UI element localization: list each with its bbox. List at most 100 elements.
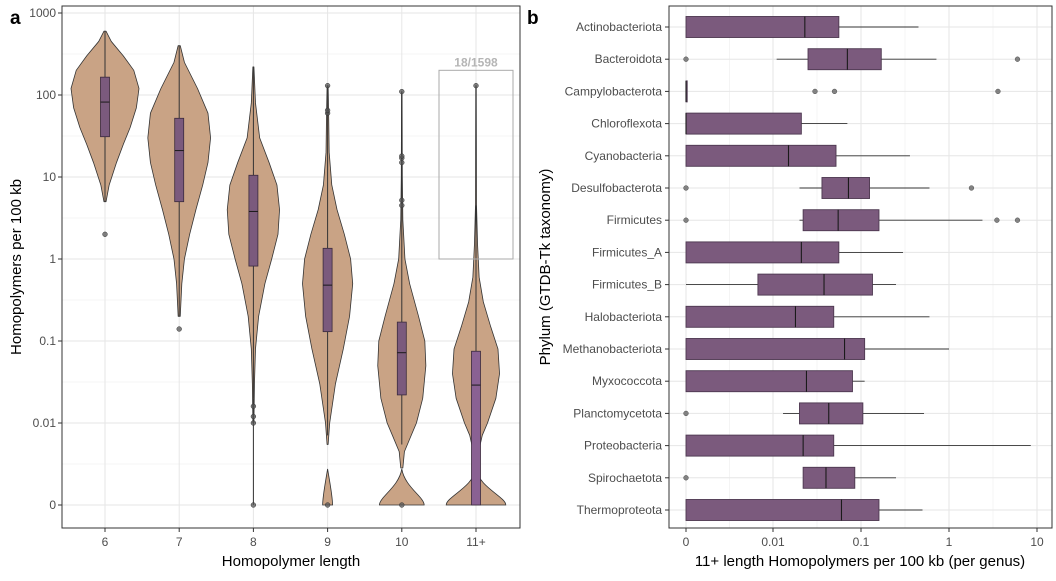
panel-a-violins (70, 30, 507, 508)
box-firmicutes_b (686, 273, 897, 296)
panel-b-y-tick-label: Desulfobacterota (571, 181, 662, 195)
box-iqr (799, 402, 864, 425)
box-outlier-point (683, 475, 689, 481)
violin-outlier-point (324, 107, 331, 113)
box-outlier-point (995, 88, 1001, 95)
panel-a-y-tick-label: 1000 (29, 6, 56, 20)
violin-outlier-point (102, 231, 108, 237)
violin-6 (70, 30, 140, 237)
panel-a-x-tick-label: 7 (176, 535, 183, 549)
box-halobacteriota (685, 305, 930, 328)
panel-a-x-tick-label: 6 (102, 535, 109, 549)
box-desulfobacterota (683, 177, 975, 199)
violin-box (322, 247, 333, 333)
panel-a-violin-chart: 18/1598 0 0.01 0.1 1 10 100 1000 6 7 8 9 10 11+ Hom… (8, 5, 521, 570)
panel-b-y-tick-label: Chloroflexota (591, 117, 662, 131)
violin-outlier-point (250, 502, 257, 508)
box-firmicutes_a (685, 241, 903, 264)
panel-b-y-tick-label: Firmicutes (607, 213, 662, 227)
panel-b-x-tick-label: 0.1 (853, 535, 870, 549)
panel-a-border (61, 5, 521, 529)
box-proteobacteria (685, 434, 1031, 457)
box-iqr (821, 177, 870, 199)
violin-outlier-point (399, 502, 405, 508)
box-iqr (757, 273, 873, 296)
box-iqr (807, 48, 882, 71)
box-methanobacteriota (685, 338, 949, 360)
box-outlier-point (683, 217, 689, 223)
box-campylobacterota (685, 80, 1001, 103)
panel-b-y-tick-label: Halobacteriota (585, 310, 663, 324)
panel-a-annotation-group: 18/1598 (438, 55, 514, 260)
panel-b-letter: b (527, 8, 539, 29)
panel-a-y-tick-label: 0 (49, 498, 56, 512)
panel-b-x-axis-label: 11+ length Homopolymers per 100 kb (per … (695, 553, 1025, 570)
box-iqr (802, 209, 880, 232)
box-planctomycetota (683, 402, 925, 425)
box-outlier-point (1014, 56, 1021, 62)
panel-a-x-tick-label: 10 (395, 535, 409, 549)
panel-b-y-tick-label: Proteobacteria (584, 439, 662, 453)
box-outlier-point (683, 410, 689, 417)
violin-outlier-point (324, 83, 331, 89)
violin-outlier-point (399, 159, 405, 166)
box-iqr (685, 144, 837, 167)
panel-b-y-tick-label: Actinobacteriota (576, 20, 662, 34)
box-iqr (685, 370, 853, 393)
box-chloroflexota (685, 112, 848, 135)
box-outlier-point (683, 185, 689, 191)
box-iqr (685, 305, 835, 328)
box-actinobacteriota (685, 16, 919, 38)
box-iqr (802, 466, 856, 489)
box-iqr (685, 434, 835, 457)
panel-a-letter: a (10, 8, 21, 29)
violin-10 (377, 88, 427, 508)
box-firmicutes (683, 209, 1021, 232)
highlight-box (438, 69, 514, 260)
violin-box (100, 76, 110, 138)
box-outlier-point (968, 185, 975, 191)
box-outlier-point (812, 88, 818, 95)
box-iqr (685, 241, 840, 264)
violin-outlier-point (324, 502, 331, 508)
panel-a-x-axis-label: Homopolymer length (222, 553, 360, 570)
panel-a-x-tick-label: 8 (250, 535, 257, 549)
panel-a-y-tick-label: 10 (43, 170, 57, 184)
panel-a-x-tick-label: 11+ (466, 535, 485, 549)
panel-a-y-tick-label: 0.1 (39, 334, 56, 348)
annotation-label: 18/1598 (454, 55, 498, 69)
violin-11+ (445, 83, 507, 506)
panel-b-y-tick-label: Campylobacterota (565, 84, 663, 98)
violin-outlier-point (399, 197, 405, 203)
panel-b-y-ticks: Actinobacteriota Bacteroidota Campylobacte… (563, 20, 669, 517)
panel-b-y-tick-label: Planctomycetota (573, 406, 662, 420)
panel-b-x-ticks: 0 0.01 0.1 1 10 (683, 528, 1044, 549)
violin-outlier-point (250, 413, 257, 420)
panel-b-y-tick-label: Methanobacteriota (563, 342, 663, 356)
box-iqr (685, 112, 802, 135)
box-outlier-point (1014, 217, 1021, 223)
panel-b-y-tick-label: Myxococcota (592, 374, 662, 388)
panel-a-y-axis-label: Homopolymers per 100 kb (8, 179, 25, 355)
panel-b-y-tick-label: Bacteroidota (595, 52, 663, 66)
violin-outlier-point (473, 83, 479, 89)
panel-a-y-tick-label: 1 (49, 252, 56, 266)
panel-a-y-tick-label: 0.01 (33, 416, 57, 430)
panel-a-x-tick-label: 9 (324, 535, 331, 549)
violin-9 (302, 83, 354, 508)
panel-b-y-tick-label: Firmicutes_A (592, 245, 662, 259)
panel-a-x-ticks: 6 7 8 9 10 11+ (102, 528, 486, 549)
panel-b-boxes (683, 16, 1031, 521)
violin-outlier-point (250, 403, 257, 409)
panel-b-x-tick-label: 10 (1030, 535, 1044, 549)
panel-b-x-tick-label: 0.01 (761, 535, 785, 549)
violin-outlier-point (176, 326, 182, 332)
violin-box (174, 117, 185, 203)
box-iqr (685, 338, 866, 360)
box-spirochaetota (683, 466, 897, 489)
box-bacteroidota (683, 48, 1021, 71)
violin-8 (226, 66, 280, 508)
box-outlier-point (831, 88, 838, 95)
violin-box (396, 321, 407, 396)
